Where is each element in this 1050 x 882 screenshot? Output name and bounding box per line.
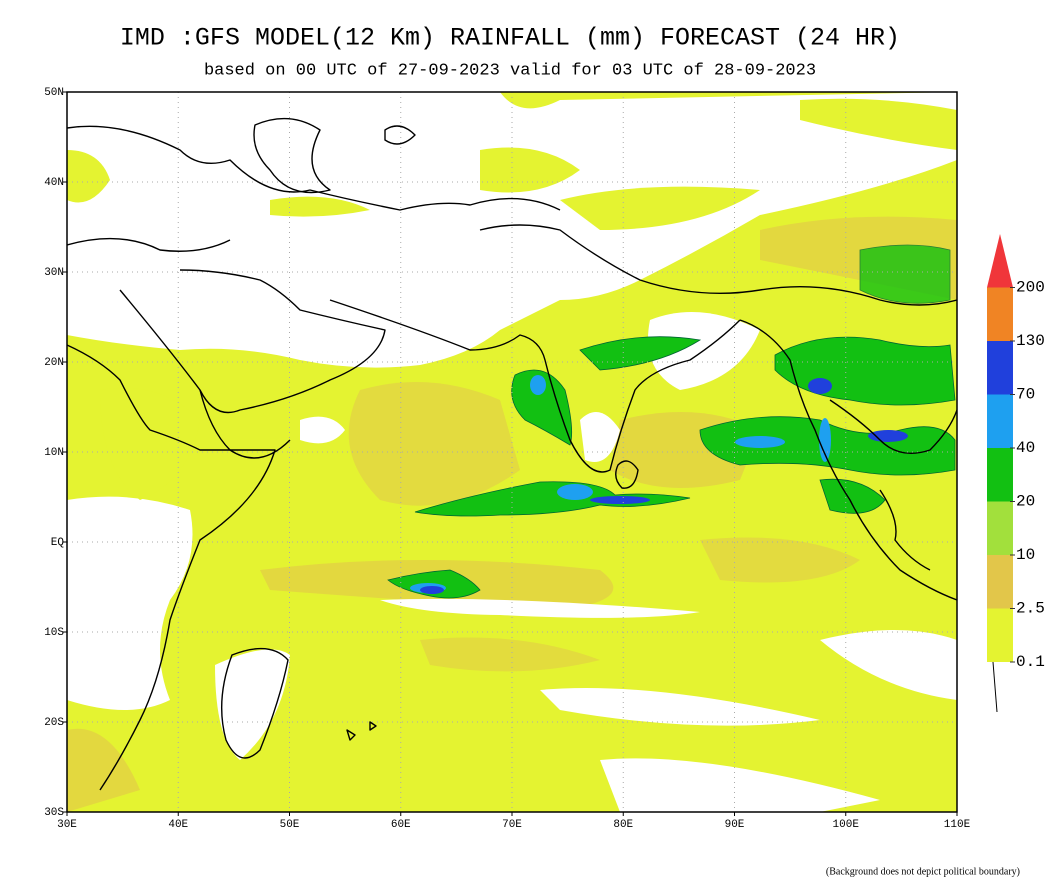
lon-label: 70E: [502, 819, 522, 831]
legend-label: 0.1: [1016, 653, 1045, 671]
legend-label: 20: [1016, 493, 1035, 511]
lat-label: 10S: [44, 627, 64, 639]
legend-label: 40: [1016, 439, 1035, 457]
rain-40: [410, 375, 831, 593]
lon-label: 80E: [613, 819, 633, 831]
lon-label: 110E: [944, 819, 971, 831]
colorbar-segment: [987, 341, 1013, 395]
colorbar-segment: [987, 501, 1013, 555]
legend-label: 10: [1016, 546, 1035, 564]
colorbar-segment: [987, 448, 1013, 502]
colorbar-tail: [992, 661, 998, 713]
lon-label: 30E: [57, 819, 77, 831]
lat-label: 50N: [44, 87, 64, 99]
lat-label: 20S: [44, 717, 64, 729]
lat-label: 30N: [44, 267, 64, 279]
lon-label: 100E: [833, 819, 860, 831]
lon-label: 40E: [168, 819, 188, 831]
rain-land: [67, 98, 957, 500]
colorbar-segment: [987, 287, 1013, 341]
lon-label: 60E: [391, 819, 411, 831]
legend-label: 130: [1016, 332, 1045, 350]
subtitle: based on 00 UTC of 27-09-2023 valid for …: [204, 61, 816, 80]
colorbar-segment: [987, 608, 1013, 662]
coastlines: [67, 117, 957, 791]
colorbar-segment: [987, 394, 1013, 448]
graticule: [67, 92, 957, 812]
colorbar-triangle: [987, 234, 1013, 288]
lon-label: 90E: [725, 819, 745, 831]
legend-label: 200: [1016, 279, 1045, 297]
title: IMD :GFS MODEL(12 Km) RAINFALL (mm) FORE…: [120, 24, 900, 53]
lat-label: 40N: [44, 177, 64, 189]
lat-label: 30S: [44, 807, 64, 819]
legend-label: 2.5: [1016, 600, 1045, 618]
map-area: [67, 92, 957, 812]
footnote: (Background does not depict political bo…: [826, 866, 1020, 877]
lon-label: 50E: [280, 819, 300, 831]
colorbar-segment: [987, 555, 1013, 609]
lat-label: EQ: [51, 537, 65, 549]
lat-label: 20N: [44, 357, 64, 369]
legend-label: 70: [1016, 386, 1035, 404]
lat-label: 10N: [44, 447, 64, 459]
